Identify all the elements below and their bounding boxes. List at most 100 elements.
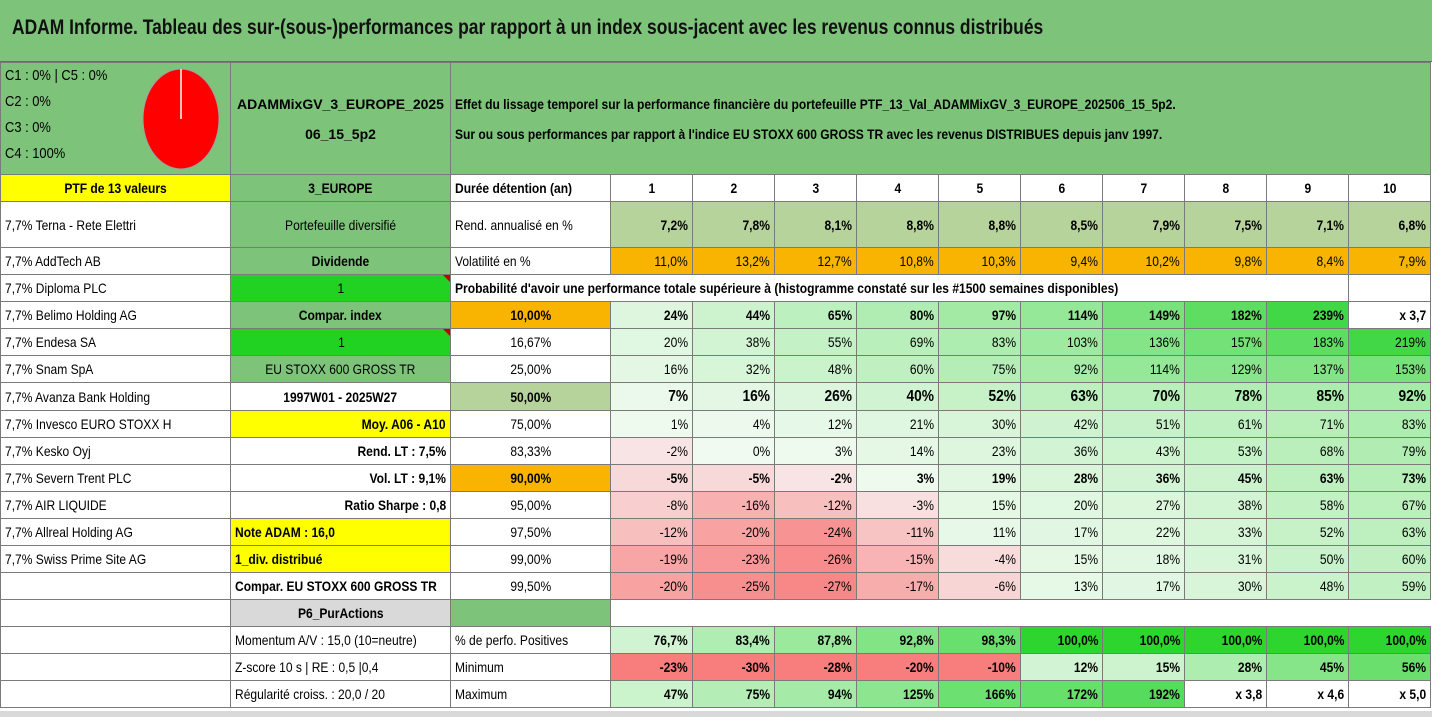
probability-value-text: 65% (827, 307, 852, 323)
probability-value-text: 17% (1073, 524, 1098, 540)
rend-label-text: Rend. annualisé en % (455, 216, 573, 233)
holding-item-text: 7,7% Kesko Oyj (5, 443, 91, 459)
performance-table: C1 : 0% | C5 : 0% C2 : 0% C3 : 0% C4 : 1… (0, 62, 1431, 708)
probability-value-text: -25% (741, 578, 770, 594)
table-row: Momentum A/V : 15,0 (10=neutre) % de perf… (0, 626, 1431, 654)
vol-value: 8,4% (1266, 247, 1349, 275)
dividend-distributed-text: 1_div. distribué (235, 551, 323, 567)
probability-value-text: 33% (1237, 524, 1262, 540)
probability-value-text: 13% (1073, 578, 1098, 594)
probability-value-text: 239% (1313, 307, 1344, 323)
sharpe-ratio: Ratio Sharpe : 0,8 (230, 491, 451, 519)
maximum-value-text: 75% (745, 686, 770, 702)
year-header: 7 (1102, 174, 1185, 202)
probability-value: 55% (774, 328, 857, 356)
probability-value-text: -8% (666, 497, 688, 513)
probability-value-text: 43% (1155, 443, 1180, 459)
probability-value: 69% (856, 328, 939, 356)
minimum-value: -30% (692, 653, 775, 681)
probability-value: -5% (610, 464, 693, 492)
vol-value: 9,4% (1020, 247, 1103, 275)
probability-value-text: -23% (741, 551, 770, 567)
probability-value: 48% (774, 355, 857, 383)
vol-value: 7,9% (1348, 247, 1431, 275)
p6-bar (450, 599, 611, 627)
probability-value: 67% (1348, 491, 1431, 519)
probability-value-text: 153% (1395, 361, 1426, 377)
holding-item-text: 7,7% Severn Trent PLC (5, 470, 132, 486)
table-row: 7,7% Belimo Holding AG Compar. index 10,00… (0, 301, 1431, 329)
minimum-value: 28% (1184, 653, 1267, 681)
probability-value-text: 53% (1237, 443, 1262, 459)
table-row: 7,7% AddTech AB Dividende Volatilité en % 1… (0, 247, 1431, 275)
probability-value-text: 19% (991, 470, 1016, 486)
probability-value: 38% (1184, 491, 1267, 519)
maximum-label-text: Maximum (455, 686, 508, 702)
probability-value-text: -20% (741, 524, 770, 540)
year-header: 5 (938, 174, 1021, 202)
probability-value: 50% (1266, 545, 1349, 573)
probability-value: 0% (692, 437, 775, 465)
positives-value-text: 92,8% (899, 632, 934, 648)
probability-value: 63% (1020, 382, 1103, 411)
vol-value: 11,0% (610, 247, 693, 275)
probability-value-text: 15% (1073, 551, 1098, 567)
probability-value: 21% (856, 410, 939, 438)
description-cell: Effet du lissage temporel sur la perform… (450, 62, 1431, 175)
positives-value: 100,0% (1102, 626, 1185, 654)
probability-value-text: 16% (742, 387, 770, 405)
minimum-value-text: 28% (1237, 659, 1262, 675)
rend-value: 8,1% (774, 201, 857, 248)
positives-value: 92,8% (856, 626, 939, 654)
holding-item: 7,7% Kesko Oyj (0, 437, 231, 465)
table-row: PTF de 13 valeurs 3_EUROPE Durée détention… (0, 174, 1431, 202)
maximum-value: 94% (774, 680, 857, 708)
probability-level: 95,00% (450, 491, 611, 519)
maximum-value: 47% (610, 680, 693, 708)
maximum-value: 192% (1102, 680, 1185, 708)
probability-value-text: 28% (1073, 470, 1098, 486)
minimum-value: -23% (610, 653, 693, 681)
maximum-label: Maximum (450, 680, 611, 708)
table-row: 7,7% AIR LIQUIDE Ratio Sharpe : 0,8 95,00%… (0, 491, 1431, 519)
probability-level-text: 95,00% (510, 497, 551, 513)
probability-value-text: 51% (1155, 416, 1180, 432)
holding-item-text: 7,7% Snam SpA (5, 361, 94, 377)
rend-value-text: 7,5% (1234, 216, 1262, 233)
probability-value: 129% (1184, 355, 1267, 383)
probability-value: 137% (1266, 355, 1349, 383)
probability-value-text: 58% (1319, 497, 1344, 513)
minimum-label: Minimum (450, 653, 611, 681)
probability-value: 28% (1020, 464, 1103, 492)
vol-value-text: 10,3% (981, 253, 1016, 269)
year-header: 2 (692, 174, 775, 202)
description-line-2: Sur ou sous performances par rapport à l… (455, 125, 1163, 142)
probability-value: 239% (1266, 301, 1349, 329)
vol-value-text: 12,7% (817, 253, 852, 269)
probability-value-text: 137% (1313, 361, 1344, 377)
probability-value: 157% (1184, 328, 1267, 356)
year-header-text: 2 (730, 180, 737, 196)
probability-value-text: 21% (909, 416, 934, 432)
probability-value-text: 129% (1231, 361, 1262, 377)
probability-value-text: 52% (1319, 524, 1344, 540)
probability-value: 51% (1102, 410, 1185, 438)
maximum-value: x 4,6 (1266, 680, 1349, 708)
portfolio-header: PTF de 13 valeurs (0, 174, 231, 202)
probability-level: 10,00% (450, 301, 611, 329)
probability-value: 33% (1184, 518, 1267, 546)
dividend-label: Dividende (230, 247, 451, 275)
holding-item-text: 7,7% Avanza Bank Holding (5, 388, 151, 405)
probability-value-text: 183% (1313, 334, 1344, 350)
rend-value: 7,2% (610, 201, 693, 248)
probability-value: 13% (1020, 572, 1103, 600)
holding-item: 7,7% Allreal Holding AG (0, 518, 231, 546)
probability-value: 14% (856, 437, 939, 465)
probability-value-text: -16% (741, 497, 770, 513)
vol-lt: Vol. LT : 9,1% (230, 464, 451, 492)
rend-value-text: 7,8% (742, 216, 770, 233)
dividend-distributed: 1_div. distribué (230, 545, 451, 573)
probability-value: 80% (856, 301, 939, 329)
probability-value-text: 70% (1152, 387, 1180, 405)
probability-value-text: 55% (827, 334, 852, 350)
